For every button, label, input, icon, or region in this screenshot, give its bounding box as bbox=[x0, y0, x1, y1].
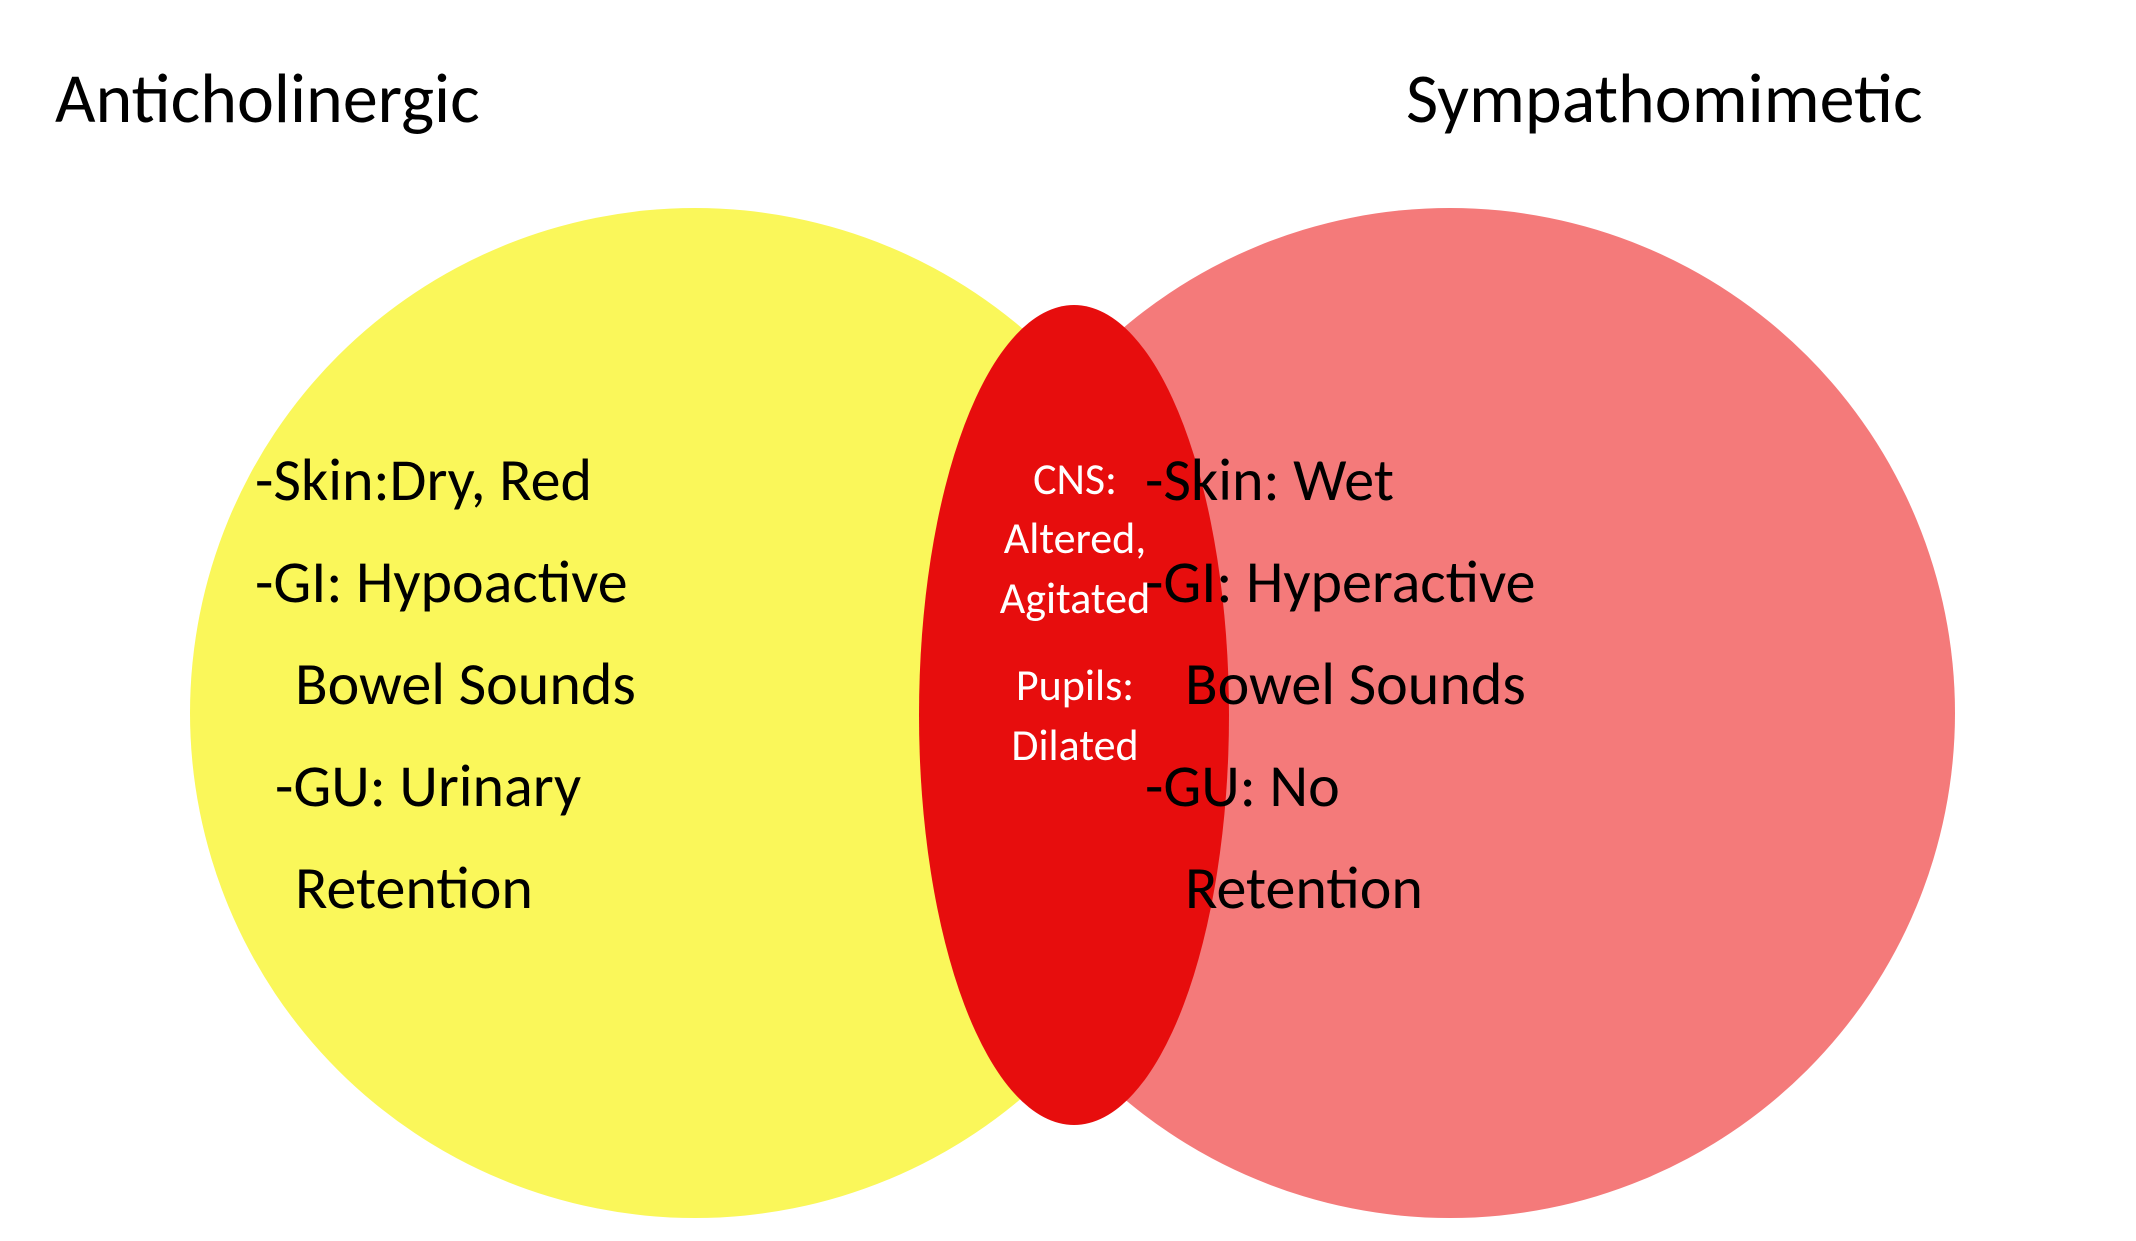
title-sympathomimetic: Sympathomimetic bbox=[1406, 55, 1923, 141]
left-skin-line: -Skin:Dry, Red bbox=[255, 430, 636, 532]
center-cns-line2: Altered, bbox=[955, 509, 1195, 568]
right-content-block: -Skin: Wet -GI: Hyperactive Bowel Sounds… bbox=[1145, 430, 1535, 940]
right-skin-line: -Skin: Wet bbox=[1145, 430, 1535, 532]
center-content-block: CNS: Altered, Agitated Pupils: Dilated bbox=[955, 450, 1195, 775]
left-gi-line2: Bowel Sounds bbox=[255, 634, 636, 736]
left-gi-line: -GI: Hypoactive bbox=[255, 532, 636, 634]
right-gi-line2: Bowel Sounds bbox=[1145, 634, 1535, 736]
left-gu-line: -GU: Urinary bbox=[255, 736, 636, 838]
left-content-block: -Skin:Dry, Red -GI: Hypoactive Bowel Sou… bbox=[255, 430, 636, 940]
right-gi-line: -GI: Hyperactive bbox=[1145, 532, 1535, 634]
right-gu-line: -GU: No bbox=[1145, 736, 1535, 838]
title-anticholinergic: Anticholinergic bbox=[55, 55, 480, 141]
center-cns-line3: Agitated bbox=[955, 569, 1195, 628]
center-cns-label: CNS: bbox=[955, 450, 1195, 509]
center-pupils-label: Pupils: bbox=[955, 656, 1195, 715]
center-pupils-line2: Dilated bbox=[955, 716, 1195, 775]
left-gu-line2: Retention bbox=[255, 838, 636, 940]
right-gu-line2: Retention bbox=[1145, 838, 1535, 940]
